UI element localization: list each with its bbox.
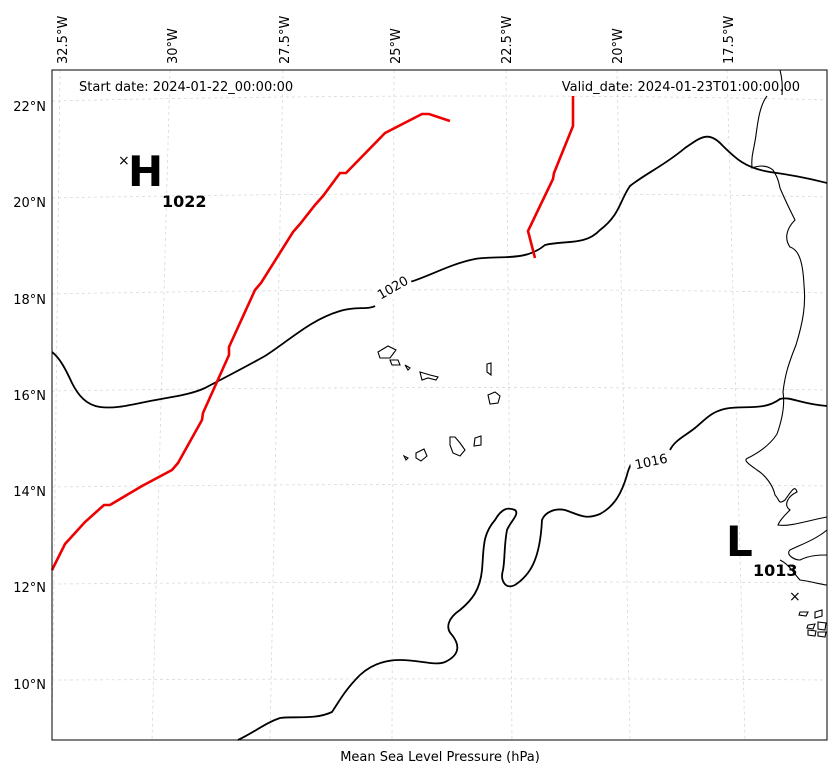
isobar-1020b xyxy=(409,135,828,283)
lon-tick: 25°W xyxy=(389,28,404,64)
lon-tick: 17.5°W xyxy=(722,16,737,64)
lat-tick-labels: 22°N 20°N 18°N 16°N 14°N 12°N 10°N xyxy=(13,100,46,693)
cape-verde-islands xyxy=(377,345,501,462)
lat-tick: 22°N xyxy=(13,100,46,115)
contour-label-bg xyxy=(371,269,415,307)
lon-tick: 30°W xyxy=(166,28,181,64)
valid-date: Valid_date: 2024-01-23T01:00:00.00 xyxy=(562,80,800,95)
high-center-marker: × xyxy=(118,153,130,169)
lon-tick: 22.5°W xyxy=(500,16,515,64)
fronts xyxy=(50,96,575,571)
front-line-west xyxy=(50,112,451,571)
low-pressure-symbol: L xyxy=(726,517,753,566)
high-pressure-symbol: H xyxy=(128,147,163,196)
high-pressure-value: 1022 xyxy=(162,192,207,211)
lon-tick: 27.5°W xyxy=(278,16,293,64)
coastline xyxy=(377,69,828,638)
isobar-1016b xyxy=(669,397,828,451)
guinea-coast xyxy=(779,559,828,586)
front-line-east xyxy=(526,96,575,259)
low-pressure-value: 1013 xyxy=(753,561,798,580)
bissagos-islands xyxy=(798,609,827,638)
africa-coast xyxy=(745,95,828,526)
lat-tick: 18°N xyxy=(13,293,46,308)
isobars xyxy=(51,135,828,741)
lon-tick: 32.5°W xyxy=(56,16,71,64)
lat-tick: 12°N xyxy=(13,581,46,596)
start-date: Start date: 2024-01-22_00:00:00 xyxy=(79,80,293,95)
low-center-marker: × xyxy=(789,589,801,605)
lat-tick: 14°N xyxy=(13,485,46,500)
africa-coast-south xyxy=(788,529,828,561)
coastline-north xyxy=(779,69,783,96)
lon-tick-labels: 32.5°W 30°W 27.5°W 25°W 22.5°W 20°W 17.5… xyxy=(56,16,737,64)
contour-label-1016: 1016 xyxy=(634,452,669,474)
map-caption: Mean Sea Level Pressure (hPa) xyxy=(340,750,540,765)
isobar-1016 xyxy=(237,461,633,741)
lat-tick: 10°N xyxy=(13,678,46,693)
map-frame xyxy=(51,69,828,741)
lon-tick: 20°W xyxy=(611,28,626,64)
isobar-1020 xyxy=(51,305,376,409)
contour-label-bg xyxy=(628,448,672,474)
lat-tick: 20°N xyxy=(13,196,46,211)
graticule xyxy=(51,69,828,741)
lat-tick: 16°N xyxy=(13,389,46,404)
